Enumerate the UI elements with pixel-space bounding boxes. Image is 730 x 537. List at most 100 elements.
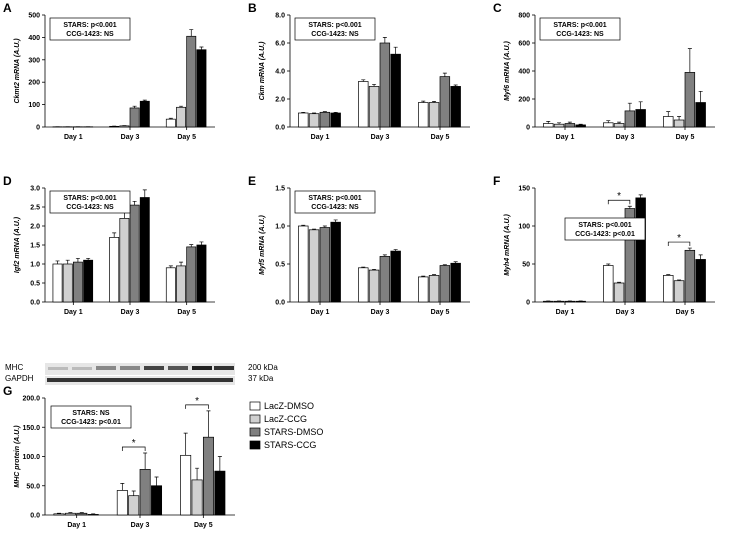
bar bbox=[309, 114, 319, 127]
error-bar bbox=[443, 73, 447, 77]
y-tick-label: 0.0 bbox=[30, 300, 40, 307]
stats-text: STARS: p<0.001 bbox=[308, 195, 361, 202]
y-tick-label: 100 bbox=[518, 224, 530, 231]
bar bbox=[614, 124, 624, 128]
bar bbox=[331, 222, 341, 302]
panel-letter: E bbox=[248, 174, 256, 188]
bar bbox=[320, 112, 330, 127]
bar bbox=[120, 218, 129, 302]
significance-star: * bbox=[677, 233, 681, 244]
x-tick-label: Day 3 bbox=[121, 309, 140, 316]
error-bar bbox=[76, 258, 80, 262]
bar bbox=[543, 124, 553, 128]
y-tick-label: 1.0 bbox=[30, 262, 40, 269]
y-tick-label: 0.0 bbox=[275, 300, 285, 307]
bar bbox=[418, 277, 428, 302]
y-axis-label: Ckm mRNA (A.U.) bbox=[259, 41, 266, 101]
bar bbox=[298, 113, 308, 127]
y-tick-label: 800 bbox=[518, 13, 530, 20]
error-bar bbox=[112, 233, 116, 238]
error-bar bbox=[195, 468, 199, 480]
bar bbox=[77, 513, 87, 515]
error-bar bbox=[122, 213, 126, 219]
blot-size: 37 kDa bbox=[248, 374, 274, 383]
stats-text: CCG-1423: p<0.01 bbox=[61, 419, 121, 426]
y-tick-label: 0 bbox=[36, 125, 40, 132]
bar bbox=[674, 281, 684, 302]
error-bar bbox=[639, 195, 643, 198]
y-axis-label: Igf2 mRNA (A.U.) bbox=[14, 216, 21, 273]
y-tick-label: 2.0 bbox=[275, 97, 285, 104]
bar bbox=[603, 123, 613, 127]
stats-text: STARS: NS bbox=[72, 410, 110, 417]
bar bbox=[636, 110, 646, 128]
stats-text: STARS: p<0.001 bbox=[553, 22, 606, 29]
error-bar bbox=[383, 37, 387, 43]
x-tick-label: Day 1 bbox=[64, 134, 83, 141]
bar bbox=[391, 251, 401, 302]
stats-text: CCG-1423: NS bbox=[311, 31, 359, 38]
bar bbox=[614, 283, 624, 302]
stats-text: STARS: p<0.001 bbox=[63, 195, 116, 202]
y-tick-label: 200 bbox=[28, 80, 40, 87]
stats-text: STARS: p<0.001 bbox=[308, 22, 361, 29]
y-tick-label: 400 bbox=[518, 69, 530, 76]
bar bbox=[576, 125, 586, 127]
bar bbox=[663, 117, 673, 128]
stats-box: STARS: NS CCG-1423: p<0.01 bbox=[51, 406, 131, 428]
y-tick-label: 50 bbox=[522, 262, 530, 269]
error-bar bbox=[677, 117, 681, 121]
legend-label: STARS-DMSO bbox=[264, 427, 323, 437]
y-tick-label: 400 bbox=[28, 35, 40, 42]
x-tick-label: Day 3 bbox=[616, 309, 635, 316]
bar bbox=[663, 275, 673, 302]
bar bbox=[418, 103, 428, 128]
y-tick-label: 3.0 bbox=[30, 186, 40, 193]
bar bbox=[215, 471, 225, 515]
bar bbox=[696, 259, 706, 302]
x-tick-label: Day 1 bbox=[67, 522, 86, 529]
y-tick-label: 6.0 bbox=[275, 41, 285, 48]
bar bbox=[140, 101, 149, 127]
bar bbox=[151, 486, 161, 515]
y-tick-label: 1.5 bbox=[30, 243, 40, 250]
bar bbox=[187, 247, 196, 302]
bar bbox=[129, 496, 139, 515]
bar bbox=[331, 113, 341, 127]
y-axis-label: Myh4 mRNA (A.U.) bbox=[504, 214, 511, 276]
bar bbox=[176, 266, 185, 302]
bar bbox=[451, 86, 461, 127]
blot-protein: MHC bbox=[5, 363, 23, 372]
panel-letter: C bbox=[493, 1, 502, 15]
error-bar bbox=[56, 261, 60, 264]
error-bar bbox=[132, 491, 136, 496]
bar bbox=[192, 480, 202, 515]
stats-text: CCG-1423: p<0.01 bbox=[575, 231, 635, 238]
bar bbox=[176, 107, 185, 127]
stats-box: STARS: p<0.001 CCG-1423: NS bbox=[295, 18, 375, 40]
significance-star: * bbox=[132, 438, 136, 449]
y-tick-label: 150.0 bbox=[22, 425, 40, 432]
panel-letter: F bbox=[493, 174, 500, 188]
bar bbox=[140, 469, 150, 515]
x-tick-label: Day 3 bbox=[121, 134, 140, 141]
bar bbox=[84, 260, 93, 302]
bar bbox=[696, 103, 706, 128]
bar bbox=[203, 437, 213, 515]
panel-letter: B bbox=[248, 1, 257, 15]
bar bbox=[130, 205, 139, 302]
bar bbox=[451, 263, 461, 302]
y-tick-label: 0.0 bbox=[30, 513, 40, 520]
x-tick-label: Day 1 bbox=[311, 134, 330, 141]
error-bar bbox=[666, 112, 670, 117]
bar bbox=[369, 86, 379, 127]
bar bbox=[187, 36, 196, 127]
error-bar bbox=[699, 91, 703, 102]
y-tick-label: 2.5 bbox=[30, 205, 40, 212]
x-tick-label: Day 5 bbox=[177, 309, 196, 316]
bar bbox=[181, 455, 191, 515]
bar bbox=[429, 103, 439, 128]
bar bbox=[63, 264, 72, 302]
